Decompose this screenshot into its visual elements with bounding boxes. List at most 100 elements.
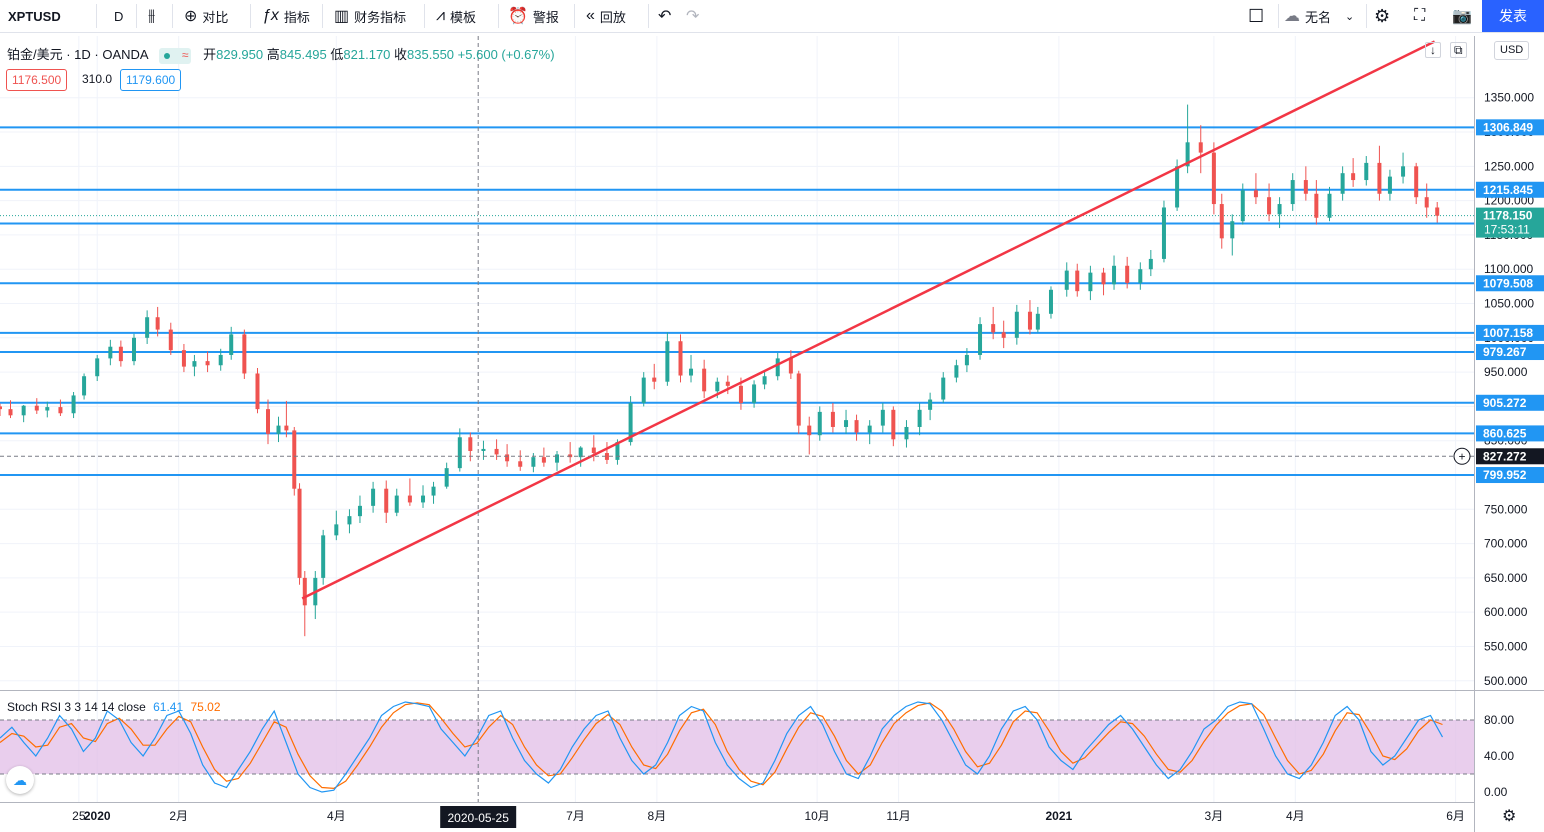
hline-price-label: 979.267 xyxy=(1483,345,1527,359)
candle xyxy=(1424,183,1429,218)
candle-body xyxy=(1048,289,1053,314)
alarm-clock-icon: ⏰ xyxy=(508,8,528,25)
candle-body xyxy=(421,495,426,503)
redo-icon: ↷ xyxy=(686,8,700,25)
candle xyxy=(1014,304,1019,345)
x-tick-label: 8月 xyxy=(648,809,667,823)
wave-icon: ≈ xyxy=(181,47,189,62)
currency-badge[interactable]: USD xyxy=(1494,41,1530,60)
market-status-badge[interactable]: ≈ xyxy=(159,47,192,64)
candle-body xyxy=(1211,152,1216,205)
candle xyxy=(807,416,812,455)
candle-body xyxy=(678,341,683,376)
candle-body xyxy=(1253,190,1258,198)
candle-body xyxy=(284,425,289,431)
symbol-search-button[interactable]: XPTUSD xyxy=(8,8,61,24)
candle xyxy=(817,406,822,441)
maximize-pane-button[interactable]: ⧉ xyxy=(1450,42,1467,58)
undo-button[interactable]: ↶ xyxy=(658,0,676,32)
fullscreen-button[interactable]: ⛶ xyxy=(1414,0,1430,32)
chart-style-button[interactable]: ⫵ xyxy=(148,0,160,32)
spread-value: 310.0 xyxy=(82,72,113,86)
candle-body xyxy=(702,368,707,392)
interval-button[interactable]: D xyxy=(114,8,124,24)
alerts-button[interactable]: ⏰ 警报 xyxy=(508,0,559,32)
candle-body xyxy=(431,486,436,496)
indicators-button[interactable]: ƒx 指标 xyxy=(262,0,310,32)
candle xyxy=(854,414,859,441)
candle-body xyxy=(494,448,499,455)
candle-body xyxy=(1125,265,1130,283)
hline-price-label: 1007.158 xyxy=(1483,326,1533,340)
candle-body xyxy=(880,409,885,426)
hline-price-label-box xyxy=(1476,324,1544,341)
ask-button[interactable]: 1179.600 xyxy=(120,69,182,91)
candle xyxy=(34,398,39,414)
candle xyxy=(1219,193,1224,249)
candle-body xyxy=(1075,270,1080,292)
maximize-icon: ⧉ xyxy=(1450,42,1467,58)
tradingview-logo-icon[interactable]: ☁ xyxy=(6,766,34,794)
redo-button[interactable]: ↷ xyxy=(686,0,704,32)
candle xyxy=(1161,200,1166,263)
candle-body xyxy=(45,407,50,411)
price-chart[interactable]: + 1350.0001300.0001250.0001200.0001150.0… xyxy=(0,33,1544,832)
x-tick-label: 3月 xyxy=(1205,809,1224,823)
snapshot-button[interactable]: 📷 xyxy=(1452,0,1477,32)
publish-button[interactable]: 发表 xyxy=(1482,0,1544,32)
candle xyxy=(1138,262,1143,290)
candle xyxy=(752,380,757,408)
bid-button[interactable]: 1176.500 xyxy=(6,69,68,91)
candle xyxy=(218,348,223,371)
stoch-k-value: 61.41 xyxy=(153,700,184,714)
candle-body xyxy=(95,358,100,377)
candle-body xyxy=(292,430,297,489)
top-toolbar: XPTUSD D ⫵ ⊕ 对比 ƒx 指标 ▥ 财务指标 ⩘ 模板 ⏰ 警报 «回放 ↶ … xyxy=(0,0,1544,33)
candle xyxy=(481,440,486,460)
y-tick-label: 600.000 xyxy=(1484,605,1528,619)
candle-body xyxy=(964,354,969,366)
candle xyxy=(181,343,186,373)
candle xyxy=(702,359,707,399)
candle-body xyxy=(1240,190,1245,222)
gear-icon[interactable]: ⚙ xyxy=(1502,808,1517,825)
candle-body xyxy=(82,376,87,396)
financials-button[interactable]: ▥ 财务指标 xyxy=(334,0,406,32)
candle xyxy=(1048,286,1053,319)
hline-price-label-box xyxy=(1476,394,1544,411)
settings-button[interactable]: ⚙ xyxy=(1374,0,1395,32)
candle-body xyxy=(941,377,946,400)
candle xyxy=(321,529,326,585)
candle xyxy=(1340,166,1345,201)
replay-button[interactable]: «回放 xyxy=(586,0,626,32)
candle-body xyxy=(321,535,326,578)
candle-body xyxy=(145,317,150,338)
indicators-label: 指标 xyxy=(283,9,310,25)
layout-name-button[interactable]: ☁ 无名 ⌄ xyxy=(1284,0,1354,32)
x-tick-label: 4月 xyxy=(327,809,346,823)
candle xyxy=(421,485,426,508)
layout-button[interactable]: ☐ xyxy=(1248,0,1269,32)
candle-body xyxy=(457,437,462,469)
candle-body xyxy=(1175,166,1180,208)
low-value: 821.170 xyxy=(343,47,391,62)
candle xyxy=(8,400,13,419)
candle-body xyxy=(1185,142,1190,167)
price-labels: 1306.8491215.8451166.7311079.5081007.158… xyxy=(1476,119,1544,484)
compare-button[interactable]: ⊕ 对比 xyxy=(184,0,228,32)
financials-label: 财务指标 xyxy=(354,9,407,25)
trendline-layer[interactable] xyxy=(301,40,1436,600)
candle-body xyxy=(1277,204,1282,215)
horizontal-lines[interactable] xyxy=(0,126,1474,477)
candle xyxy=(978,317,983,360)
y-tick-label: 650.000 xyxy=(1484,571,1528,585)
scroll-down-button[interactable]: ↓ xyxy=(1425,42,1441,58)
templates-button[interactable]: ⩘ 模板 xyxy=(436,0,476,32)
candle xyxy=(276,416,281,443)
candle-body xyxy=(854,420,859,433)
candle xyxy=(82,373,87,400)
candle xyxy=(568,442,573,463)
symbol-title: 铂金/美元 · 1D · OANDA xyxy=(7,47,148,62)
candle-body xyxy=(1161,207,1166,259)
candle xyxy=(725,375,730,395)
